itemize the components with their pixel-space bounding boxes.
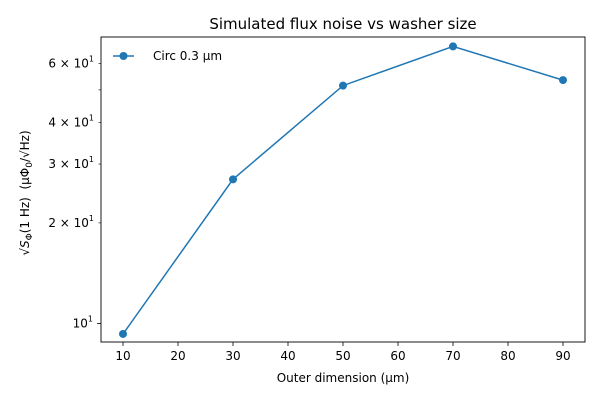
data-point [119, 329, 127, 338]
data-point [449, 42, 457, 51]
y-tick-label: 4 × 101 [48, 113, 94, 129]
data-point [229, 175, 237, 184]
x-tick-label: 20 [170, 349, 185, 363]
data-point [339, 81, 347, 90]
x-tick-label: 30 [225, 349, 240, 363]
x-tick-label: 50 [335, 349, 350, 363]
legend-marker [119, 52, 128, 60]
data-point [559, 76, 567, 85]
x-tick-label: 60 [390, 349, 405, 363]
y-tick-label: 6 × 101 [48, 54, 94, 70]
y-tick-label: 101 [73, 314, 93, 330]
x-axis-label: Outer dimension (µm) [277, 371, 410, 385]
chart-title: Simulated flux noise vs washer size [209, 15, 476, 33]
x-tick-label: 80 [500, 349, 515, 363]
x-tick-label: 70 [445, 349, 460, 363]
ticks: 10 20 30 40 50 60 70 80 90 101 2 × 101 3 × 101 4 × 1… [48, 54, 570, 363]
x-tick-label: 40 [280, 349, 295, 363]
series [119, 42, 567, 338]
y-axis-label-text: √SΦ(1 Hz) (µΦ0/√Hz) [18, 130, 35, 255]
legend-label: Circ 0.3 µm [153, 49, 222, 63]
x-tick-label: 10 [115, 349, 130, 363]
x-tick-label: 90 [555, 349, 570, 363]
y-tick-label: 2 × 101 [48, 214, 94, 230]
y-axis-label: √SΦ(1 Hz) (µΦ0/√Hz) [18, 130, 35, 255]
legend: Circ 0.3 µm [113, 49, 222, 63]
y-tick-label: 3 × 101 [48, 155, 94, 171]
